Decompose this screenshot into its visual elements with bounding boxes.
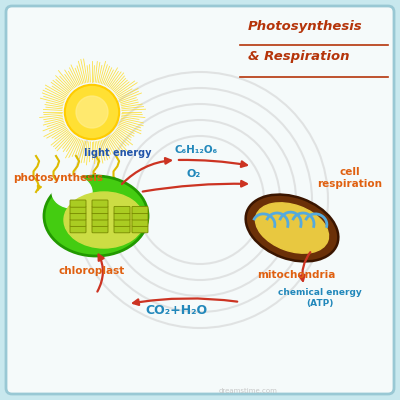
FancyBboxPatch shape xyxy=(114,213,130,220)
FancyBboxPatch shape xyxy=(92,213,108,220)
Circle shape xyxy=(65,85,119,139)
Ellipse shape xyxy=(44,176,148,256)
FancyBboxPatch shape xyxy=(114,219,130,226)
Ellipse shape xyxy=(256,203,328,253)
FancyBboxPatch shape xyxy=(6,6,394,394)
Circle shape xyxy=(76,96,108,128)
FancyBboxPatch shape xyxy=(114,206,130,214)
FancyBboxPatch shape xyxy=(70,213,86,220)
FancyBboxPatch shape xyxy=(70,226,86,233)
Ellipse shape xyxy=(52,176,92,208)
Text: O₂: O₂ xyxy=(187,169,201,179)
Text: C₆H₁₂O₆: C₆H₁₂O₆ xyxy=(174,145,218,155)
FancyBboxPatch shape xyxy=(92,206,108,214)
FancyBboxPatch shape xyxy=(132,219,148,226)
Text: chemical energy
(ATP): chemical energy (ATP) xyxy=(278,288,362,308)
FancyBboxPatch shape xyxy=(92,200,108,207)
Ellipse shape xyxy=(246,194,338,262)
Text: mitochondria: mitochondria xyxy=(257,270,335,280)
FancyBboxPatch shape xyxy=(132,213,148,220)
Text: CO₂+H₂O: CO₂+H₂O xyxy=(145,304,207,316)
FancyBboxPatch shape xyxy=(114,226,130,233)
Text: cell
respiration: cell respiration xyxy=(318,167,382,189)
Text: dreamstime.com: dreamstime.com xyxy=(218,388,278,394)
Text: photosynthesis: photosynthesis xyxy=(13,173,103,183)
FancyBboxPatch shape xyxy=(70,200,86,207)
Text: Photosynthesis: Photosynthesis xyxy=(248,20,363,33)
FancyBboxPatch shape xyxy=(92,226,108,233)
Text: light energy: light energy xyxy=(84,148,152,158)
FancyBboxPatch shape xyxy=(70,219,86,226)
Text: chloroplast: chloroplast xyxy=(59,266,125,276)
Text: & Respiration: & Respiration xyxy=(248,50,350,63)
FancyBboxPatch shape xyxy=(132,206,148,214)
Ellipse shape xyxy=(64,192,144,248)
FancyBboxPatch shape xyxy=(92,219,108,226)
FancyBboxPatch shape xyxy=(70,206,86,214)
FancyBboxPatch shape xyxy=(132,226,148,233)
